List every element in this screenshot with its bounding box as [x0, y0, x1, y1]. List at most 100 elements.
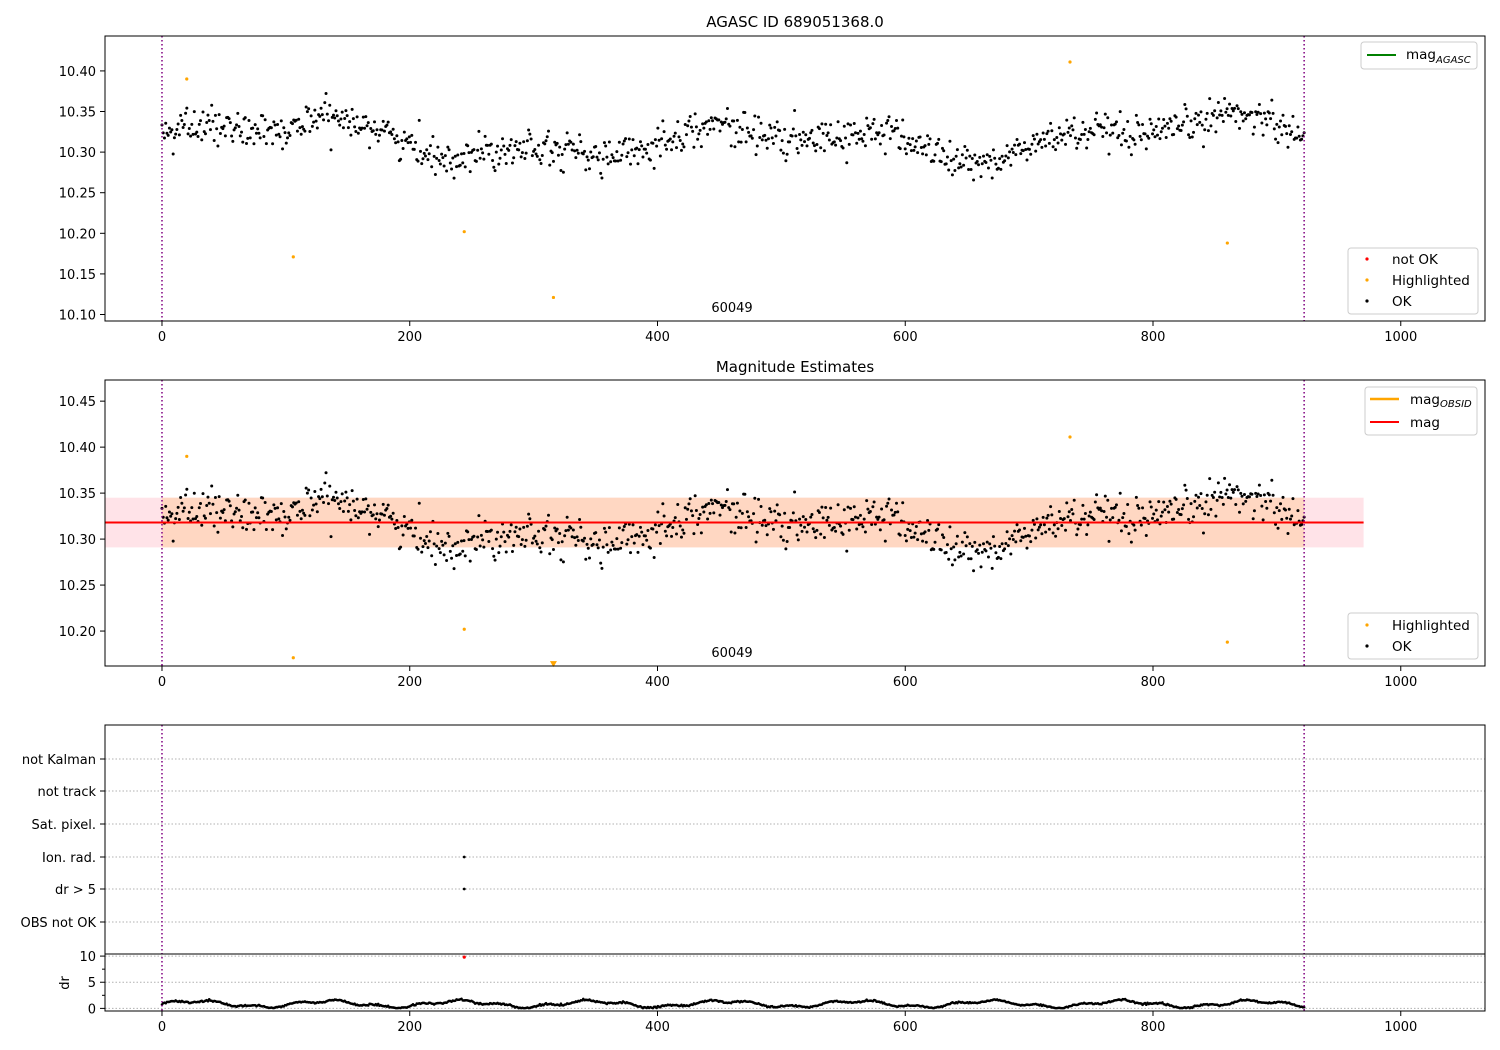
ok-point: [380, 512, 384, 516]
ok-point: [217, 495, 221, 499]
ok-point: [320, 495, 324, 499]
ok-point: [547, 513, 551, 517]
ok-point: [406, 141, 410, 145]
dr-axis-label: dr: [58, 976, 73, 990]
ok-point: [1144, 147, 1148, 151]
ok-point: [1088, 126, 1092, 130]
ok-point: [965, 148, 969, 152]
ok-point: [1035, 517, 1039, 521]
ok-point: [725, 106, 729, 110]
ok-point: [822, 536, 826, 540]
ok-point: [815, 142, 819, 146]
ok-point: [805, 144, 809, 148]
ok-point: [1169, 119, 1173, 123]
ok-point: [694, 125, 698, 129]
ok-point: [1179, 513, 1183, 517]
ok-point: [343, 116, 347, 120]
ok-point: [1226, 495, 1230, 499]
ok-point: [914, 524, 918, 528]
ok-point: [658, 154, 662, 158]
ok-point: [622, 525, 626, 529]
ok-point: [207, 501, 211, 505]
ok-point: [927, 142, 931, 146]
ok-point: [977, 163, 981, 167]
ok-point: [448, 549, 452, 553]
ok-point: [901, 118, 905, 122]
ok-point: [486, 143, 490, 147]
ok-point: [1185, 114, 1189, 118]
ok-point: [548, 163, 552, 167]
ok-point: [1044, 530, 1048, 534]
ok-point: [754, 540, 758, 544]
ok-point: [692, 532, 696, 536]
ok-point: [994, 551, 998, 555]
ok-point: [866, 124, 870, 128]
y-tick-label: 10.30: [59, 146, 96, 161]
ok-point: [468, 170, 472, 174]
panel-3-frame: [104, 724, 1486, 1012]
ok-point: [834, 529, 838, 533]
ok-point: [996, 555, 1000, 559]
ok-point: [594, 531, 598, 535]
ok-point: [1254, 110, 1258, 114]
ok-point: [676, 503, 680, 507]
ok-point: [1025, 546, 1029, 550]
ok-point: [646, 143, 650, 147]
ok-point: [1259, 494, 1263, 498]
ok-point: [1072, 116, 1076, 120]
ok-point: [328, 103, 332, 107]
ok-point: [1216, 101, 1220, 105]
ok-point: [195, 130, 199, 134]
ok-point: [418, 536, 422, 540]
ok-point: [571, 528, 575, 532]
ok-point: [1160, 510, 1164, 514]
ok-point: [417, 501, 421, 505]
ok-point: [451, 544, 455, 548]
x-tick-label: 600: [893, 1020, 918, 1035]
ok-point: [499, 535, 503, 539]
ok-point: [1201, 145, 1205, 149]
ok-point: [262, 135, 266, 139]
ok-point: [893, 127, 897, 131]
ok-point: [952, 545, 956, 549]
ok-point: [1070, 124, 1074, 128]
ok-point: [550, 151, 554, 155]
ok-point: [937, 137, 941, 141]
ok-point: [1085, 532, 1089, 536]
ok-point: [350, 107, 354, 111]
ok-point: [1050, 513, 1054, 517]
ok-point: [1205, 493, 1209, 497]
ok-point: [589, 537, 593, 541]
ok-point: [1276, 141, 1280, 145]
ok-point: [1233, 106, 1237, 110]
ok-point: [420, 550, 424, 554]
ok-point: [732, 119, 736, 123]
ok-point: [697, 516, 701, 520]
ok-point: [908, 529, 912, 533]
ok-point: [1300, 137, 1304, 141]
ok-point: [774, 134, 778, 138]
ok-point: [723, 503, 727, 507]
ok-point: [1174, 497, 1178, 501]
ok-point: [1257, 483, 1261, 487]
ok-point: [569, 526, 573, 530]
x-tick-label: 0: [158, 675, 166, 690]
x-tick-label: 200: [397, 1020, 422, 1035]
ok-point: [507, 535, 511, 539]
ok-point: [382, 513, 386, 517]
x-tick-label: 0: [158, 1020, 166, 1035]
ok-point: [310, 124, 314, 128]
ok-point: [1045, 516, 1049, 520]
ok-point: [1107, 539, 1111, 543]
ok-point: [491, 159, 495, 163]
highlighted-point: [291, 656, 295, 660]
ok-point: [747, 130, 751, 134]
ok-point: [1281, 113, 1285, 117]
ok-point: [765, 146, 769, 150]
ok-point: [1049, 505, 1053, 509]
ok-point: [458, 552, 462, 556]
ok-point: [395, 134, 399, 138]
ok-point: [926, 134, 930, 138]
ok-point: [1019, 152, 1023, 156]
ok-point: [878, 528, 882, 532]
